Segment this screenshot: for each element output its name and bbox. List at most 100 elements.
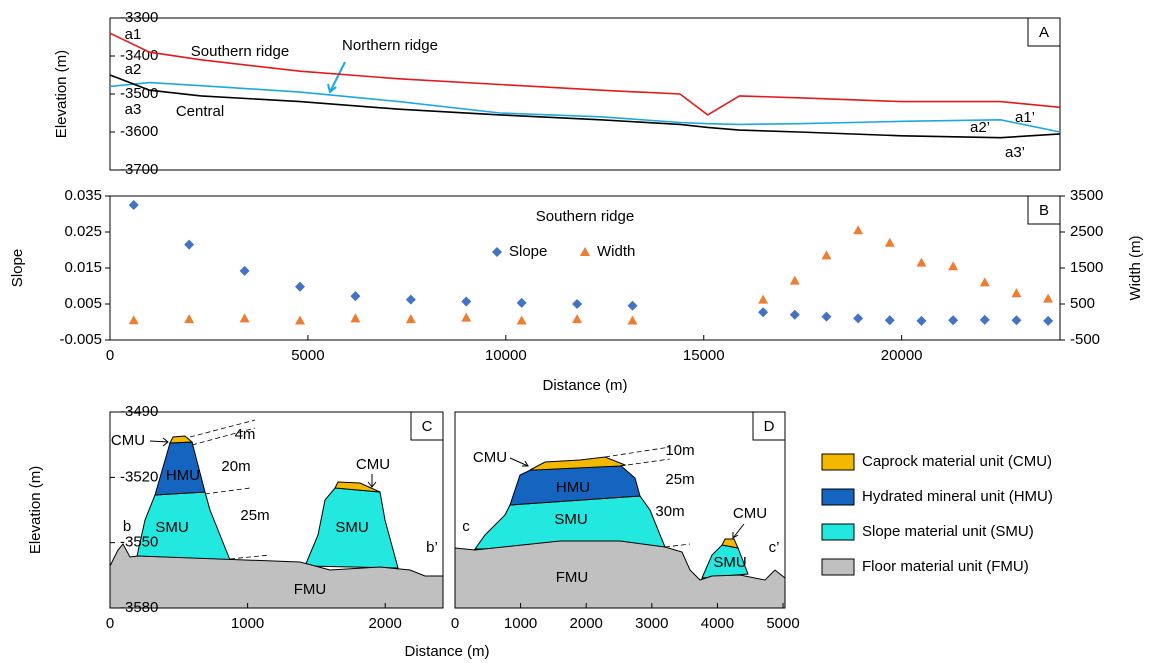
x-tick-label: 5000 — [291, 347, 324, 364]
x-tick-label: 5000 — [766, 615, 799, 632]
x-tick-label: 4000 — [701, 615, 734, 632]
point — [853, 225, 864, 235]
y-tick-label: 500 — [1070, 295, 1095, 312]
arrow — [327, 61, 346, 94]
profile-line — [109, 32, 1061, 116]
profile-line — [109, 74, 1061, 139]
point — [350, 291, 361, 302]
legend-label: Caprock material unit (CMU) — [862, 453, 1052, 470]
point — [789, 275, 800, 285]
point — [758, 307, 769, 318]
section-label: SMU — [155, 519, 188, 536]
dashed-line — [229, 554, 271, 560]
annotation: a2’ — [970, 119, 990, 136]
y-tick-label: -500 — [1070, 331, 1100, 348]
point — [821, 250, 832, 260]
y-tick-label: -3520 — [120, 468, 158, 485]
panel-label-box — [410, 411, 444, 441]
point — [948, 261, 959, 271]
panel-frame — [109, 411, 444, 609]
point — [405, 314, 416, 324]
x-tick-label: 0 — [106, 347, 114, 364]
point — [948, 315, 959, 326]
section-label: c — [462, 518, 470, 535]
legend-marker — [492, 247, 502, 257]
arrow — [509, 457, 529, 467]
dashed-line — [191, 427, 256, 446]
point — [979, 314, 990, 325]
legend-label: Floor material unit (FMU) — [862, 558, 1029, 575]
section-label: SMU — [713, 554, 746, 571]
panel-label-box — [1027, 17, 1061, 47]
point — [1011, 315, 1022, 326]
series-label: Central — [176, 103, 224, 120]
panel-label-box — [1027, 195, 1061, 225]
panel-label-box — [752, 411, 786, 441]
x-tick-label: 2000 — [369, 615, 402, 632]
axis-title: Distance (m) — [542, 377, 627, 394]
point — [916, 257, 927, 267]
panel-a-frame — [109, 17, 1061, 171]
section-label: 25m — [665, 471, 694, 488]
section-label: CMU — [111, 432, 145, 449]
point — [184, 239, 195, 250]
section-label: CMU — [473, 449, 507, 466]
y-tick-label: 0.035 — [64, 187, 102, 204]
cmu-shape — [721, 538, 739, 549]
y-tick-label: 0.025 — [64, 223, 102, 240]
panel-label: C — [422, 418, 433, 435]
point — [572, 314, 583, 324]
point — [758, 294, 769, 304]
y-tick-label: -3580 — [120, 599, 158, 616]
x-tick-label: 1000 — [231, 615, 264, 632]
legend-label: Slope material unit (SMU) — [862, 523, 1034, 540]
dashed-line — [204, 487, 251, 495]
legend-marker — [580, 247, 590, 256]
point — [516, 315, 527, 325]
point — [461, 296, 472, 307]
dashed-line — [664, 543, 691, 548]
section-label: b — [123, 518, 131, 535]
point — [789, 309, 800, 320]
y-tick-label: -3600 — [120, 123, 158, 140]
panel-label: D — [764, 418, 775, 435]
point — [239, 265, 250, 276]
point — [916, 315, 927, 326]
section-label: CMU — [733, 505, 767, 522]
legend-label: Slope — [509, 243, 547, 260]
legend-swatch — [821, 488, 855, 506]
x-tick-label: 1000 — [504, 615, 537, 632]
dashed-line — [604, 446, 671, 458]
point — [1011, 288, 1022, 298]
axis-title: Width (m) — [1127, 236, 1144, 301]
panel-d-shapes — [454, 446, 786, 609]
y-tick-label: -3300 — [120, 9, 158, 26]
section-label: 25m — [240, 507, 269, 524]
point — [128, 200, 139, 210]
x-tick-label: 10000 — [485, 347, 527, 364]
y-tick-label: -0.005 — [59, 331, 102, 348]
point — [821, 311, 832, 322]
panel-c-shapes — [109, 419, 444, 609]
point — [884, 237, 895, 247]
section-label: FMU — [294, 581, 327, 598]
arrow — [149, 437, 169, 447]
point — [128, 315, 139, 325]
section-label: HMU — [556, 479, 590, 496]
axis-title: Elevation (m) — [53, 50, 70, 138]
panel-label: B — [1039, 202, 1049, 219]
point — [405, 294, 416, 305]
point — [516, 297, 527, 308]
cmu-shape — [334, 481, 381, 493]
axis-title: Distance (m) — [404, 643, 489, 660]
point — [627, 315, 638, 325]
y-tick-label: 0.015 — [64, 259, 102, 276]
x-tick-label: 2000 — [570, 615, 603, 632]
y-tick-label: 3500 — [1070, 187, 1103, 204]
y-tick-label: 2500 — [1070, 223, 1103, 240]
chart-title: Southern ridge — [536, 208, 634, 225]
section-label: CMU — [356, 456, 390, 473]
legend-swatch — [821, 558, 855, 576]
section-label: 30m — [655, 503, 684, 520]
